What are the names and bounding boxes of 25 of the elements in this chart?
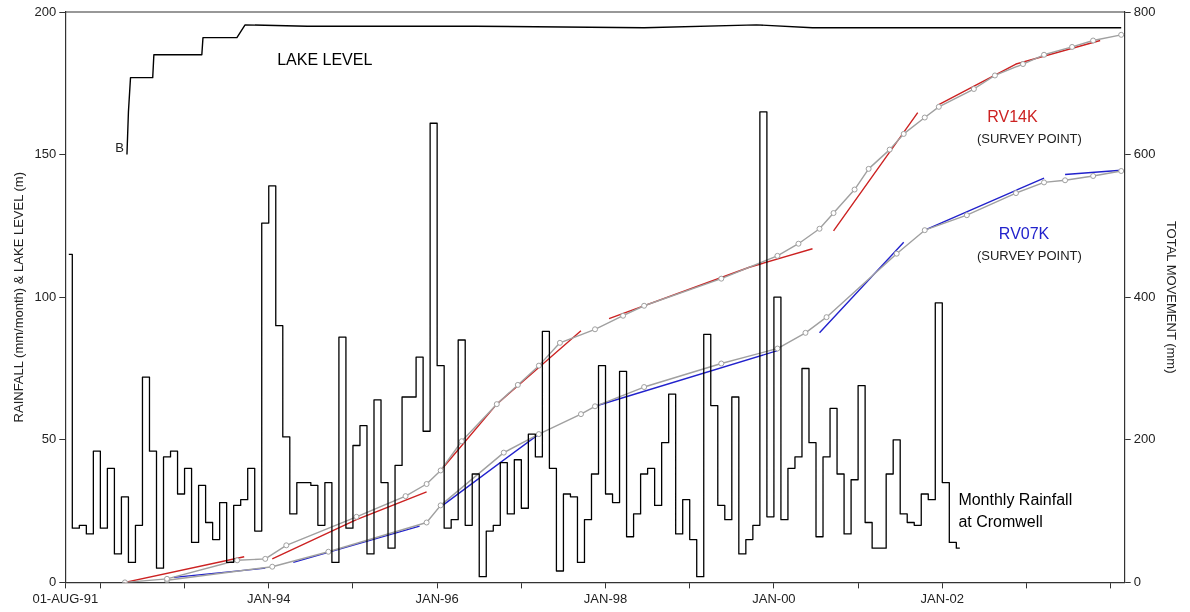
y-axis-title: RAINFALL (mm/month) & LAKE LEVEL (m) (11, 171, 27, 423)
y-tick-label: 200 (34, 3, 57, 19)
y-tick-label: 0 (49, 573, 57, 589)
y-tick-label: 150 (34, 146, 57, 162)
y2-tick-label: 0 (1133, 573, 1141, 589)
y2-tick-label: 600 (1133, 146, 1156, 162)
x-tick-label: JAN-98 (583, 590, 628, 606)
x-tick-label: JAN-00 (752, 590, 796, 606)
series-label: Monthly Rainfall at Cromwell (958, 491, 1073, 531)
annotation: (SURVEY POINT) (976, 247, 1082, 263)
y2-tick-label: 800 (1133, 3, 1156, 19)
x-tick-label: 01-AUG-91 (32, 590, 99, 606)
series-label: LAKE LEVEL (277, 50, 373, 68)
y2-tick-label: 200 (1133, 431, 1156, 447)
x-tick-label: JAN-02 (920, 590, 964, 606)
y-tick-label: 50 (41, 431, 57, 447)
annotation: B (115, 140, 124, 156)
annotation: (SURVEY POINT) (976, 131, 1082, 147)
series-label: RV07K (998, 224, 1050, 242)
y-tick-label: 100 (34, 288, 57, 304)
y2-axis-title: TOTAL MOVEMENT (mm) (1163, 220, 1179, 374)
x-tick-label: JAN-96 (415, 590, 459, 606)
x-tick-label: JAN-94 (247, 590, 291, 606)
series-label: RV14K (987, 107, 1038, 125)
y2-tick-label: 400 (1133, 288, 1156, 304)
